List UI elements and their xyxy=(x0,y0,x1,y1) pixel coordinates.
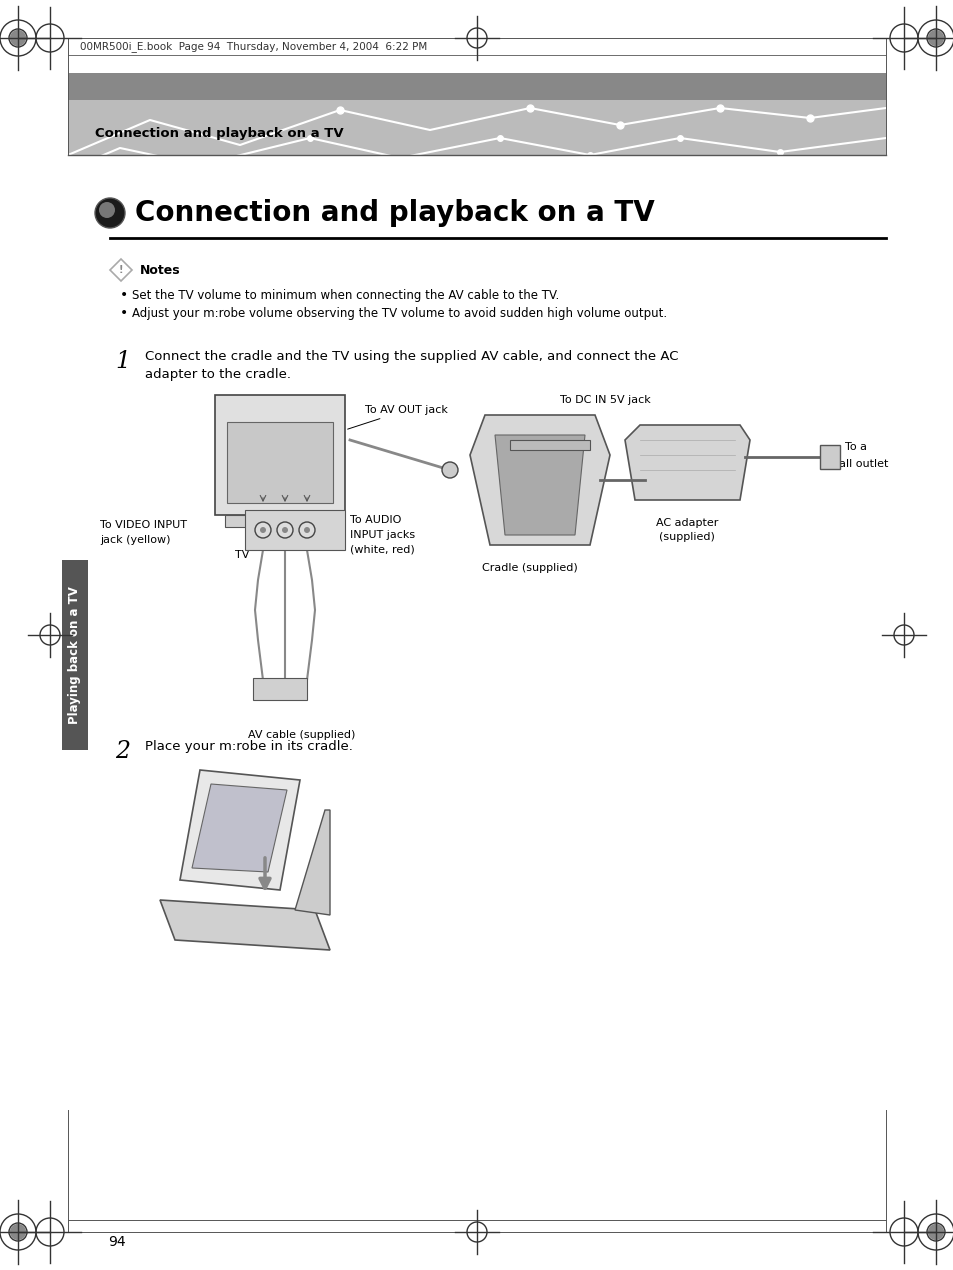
Text: Connection and playback on a TV: Connection and playback on a TV xyxy=(135,199,654,227)
Circle shape xyxy=(298,522,314,538)
Polygon shape xyxy=(180,770,299,890)
Circle shape xyxy=(927,30,943,46)
Text: Connection and playback on a TV: Connection and playback on a TV xyxy=(95,127,343,140)
Circle shape xyxy=(95,198,125,229)
Polygon shape xyxy=(160,900,330,950)
Text: Place your m:robe in its cradle.: Place your m:robe in its cradle. xyxy=(145,740,353,753)
Bar xyxy=(214,395,345,516)
Polygon shape xyxy=(470,415,609,545)
Text: •: • xyxy=(120,288,128,302)
Text: 94: 94 xyxy=(108,1234,126,1248)
Text: Connect the cradle and the TV using the supplied AV cable, and connect the AC: Connect the cradle and the TV using the … xyxy=(145,351,678,363)
Bar xyxy=(68,72,885,100)
Polygon shape xyxy=(624,425,749,500)
Text: To a: To a xyxy=(844,442,866,452)
Bar xyxy=(62,560,88,751)
Text: !: ! xyxy=(118,265,123,276)
Bar xyxy=(245,511,345,550)
Circle shape xyxy=(927,1224,943,1240)
Text: INPUT jacks: INPUT jacks xyxy=(350,530,415,540)
Bar xyxy=(820,444,840,469)
Text: Playing back on a TV: Playing back on a TV xyxy=(69,585,81,724)
Text: To DC IN 5V jack: To DC IN 5V jack xyxy=(559,395,650,405)
Bar xyxy=(68,100,885,155)
Text: 00MR500i_E.book  Page 94  Thursday, November 4, 2004  6:22 PM: 00MR500i_E.book Page 94 Thursday, Novemb… xyxy=(80,41,427,52)
Bar xyxy=(253,678,307,700)
Text: AV cable (supplied): AV cable (supplied) xyxy=(248,730,355,740)
Text: (supplied): (supplied) xyxy=(659,532,714,542)
Circle shape xyxy=(260,527,266,533)
Text: wall outlet: wall outlet xyxy=(829,458,887,469)
Text: jack (yellow): jack (yellow) xyxy=(100,535,171,545)
Circle shape xyxy=(441,462,457,478)
Text: AC adapter: AC adapter xyxy=(655,518,718,528)
Text: Set the TV volume to minimum when connecting the AV cable to the TV.: Set the TV volume to minimum when connec… xyxy=(132,288,558,301)
Polygon shape xyxy=(110,259,132,281)
Text: Adjust your m:robe volume observing the TV volume to avoid sudden high volume ou: Adjust your m:robe volume observing the … xyxy=(132,306,666,320)
Circle shape xyxy=(10,1224,26,1240)
Text: Cradle (supplied): Cradle (supplied) xyxy=(481,563,578,573)
Polygon shape xyxy=(495,436,584,535)
Bar xyxy=(260,527,299,537)
Bar xyxy=(225,516,335,527)
Polygon shape xyxy=(192,784,287,872)
Circle shape xyxy=(304,527,310,533)
Text: To VIDEO INPUT: To VIDEO INPUT xyxy=(100,519,187,530)
Polygon shape xyxy=(294,810,330,914)
Circle shape xyxy=(10,30,26,46)
Text: Notes: Notes xyxy=(140,263,180,277)
Circle shape xyxy=(282,527,288,533)
Text: 2: 2 xyxy=(115,740,130,763)
Bar xyxy=(510,439,589,450)
Circle shape xyxy=(276,522,293,538)
Text: 1: 1 xyxy=(115,351,130,373)
Text: To AV OUT jack: To AV OUT jack xyxy=(347,405,447,429)
Text: (white, red): (white, red) xyxy=(350,545,415,555)
Text: TV: TV xyxy=(234,550,249,560)
Circle shape xyxy=(254,522,271,538)
Circle shape xyxy=(99,202,115,218)
Text: adapter to the cradle.: adapter to the cradle. xyxy=(145,368,291,381)
Text: To AUDIO: To AUDIO xyxy=(350,516,401,525)
Text: •: • xyxy=(120,306,128,320)
Bar xyxy=(227,422,333,503)
